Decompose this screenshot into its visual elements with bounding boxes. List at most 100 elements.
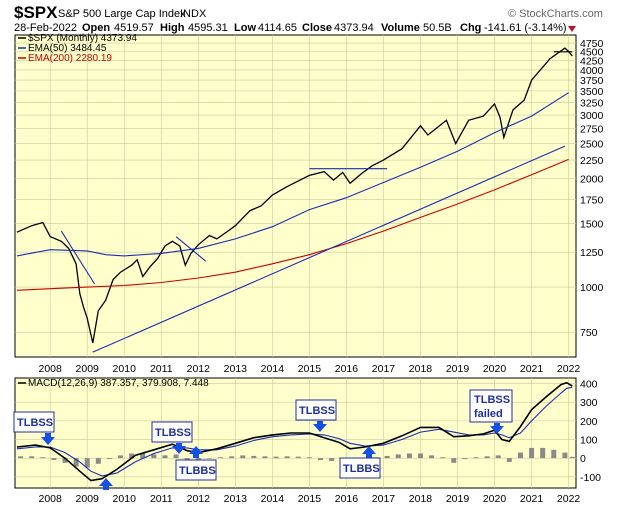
histogram-bar: [569, 456, 575, 459]
price-x-tick: 2015: [298, 363, 322, 375]
high-label: High: [160, 22, 185, 34]
histogram-bar: [562, 452, 568, 459]
arrow-down-icon: [41, 433, 55, 445]
macd-y-tick: 300: [580, 397, 598, 409]
low-label: Low: [234, 22, 256, 34]
volume-label: Volume: [381, 22, 420, 34]
svg-text:TLBSS: TLBSS: [155, 427, 191, 439]
price-x-tick: 2012: [187, 363, 211, 375]
histogram-bar: [384, 455, 390, 459]
histogram-bar: [229, 456, 235, 459]
histogram-bar: [406, 453, 412, 459]
annotation-tlbss-2015: TLBSS: [295, 399, 337, 432]
price-y-tick: 1750: [580, 194, 604, 206]
macd-x-tick: 2016: [335, 493, 359, 505]
macd-x-tick: 2018: [409, 493, 433, 505]
legend-price: $SPX (Monthly) 4373.94: [28, 33, 137, 44]
price-legend: $SPX (Monthly) 4373.94 EMA(50) 3484.45 E…: [18, 33, 137, 64]
price-x-tick: 2013: [224, 363, 248, 375]
histogram-bar: [551, 449, 557, 459]
legend-ema200: EMA(200) 2280.19: [28, 53, 112, 64]
macd-y-tick: 100: [580, 435, 598, 447]
close-label: Close: [302, 22, 332, 34]
price-x-tick: 2014: [261, 363, 285, 375]
price-y-tick: 4000: [580, 65, 604, 77]
price-y-tick: 3500: [580, 86, 604, 98]
trendline: [175, 236, 207, 262]
price-y-tick: 1000: [580, 282, 604, 294]
header-date: 28-Feb-2022: [14, 22, 77, 34]
macd-x-tick: 2021: [520, 493, 544, 505]
macd-x-tick: 2008: [38, 493, 62, 505]
annotation-tlbss-failed-2020: TLBSS failed: [469, 389, 513, 434]
price-y-tick: 2500: [580, 139, 604, 151]
series-line-ema-50-: [16, 92, 569, 257]
macd-y-tick: 0: [580, 453, 586, 465]
macd-x-tick: 2017: [372, 493, 396, 505]
histogram-bar: [506, 458, 512, 462]
chart-symbol: $SPX: [14, 3, 58, 22]
price-x-tick: 2008: [38, 363, 62, 375]
price-x-tick: 2020: [483, 363, 507, 375]
histogram-bar: [495, 455, 501, 459]
histogram-bar: [329, 458, 335, 461]
series-line-ema-200-: [16, 158, 569, 291]
histogram-bar: [429, 455, 435, 459]
histogram-bar: [240, 455, 246, 459]
chart-name: S&P 500 Large Cap Index: [58, 8, 186, 20]
macd-x-tick: 2012: [187, 493, 211, 505]
annotation-tlbbs-2016: TLBBS: [339, 446, 381, 479]
price-x-tick: 2021: [520, 363, 544, 375]
annotation-tlbss-2008: TLBSS: [13, 411, 55, 445]
axis-labels: 7501000125015001750200022502500275030003…: [38, 38, 603, 505]
histogram-bar: [84, 458, 90, 468]
histogram-bar: [306, 457, 312, 459]
svg-text:TLBBS: TLBBS: [343, 463, 380, 475]
histogram-bar: [440, 457, 446, 459]
svg-text:failed: failed: [474, 408, 503, 420]
legend-ema50: EMA(50) 3484.45: [28, 43, 107, 54]
histogram-bar: [62, 458, 68, 463]
price-y-tick: 3750: [580, 75, 604, 87]
histogram-bar: [529, 447, 535, 459]
price-y-tick: 4250: [580, 55, 604, 67]
annotation-tlbbs-2012: TLBBS: [175, 446, 217, 481]
price-x-tick: 2011: [150, 363, 173, 375]
price-y-tick: 1500: [580, 219, 604, 231]
price-x-tick: 2019: [446, 363, 470, 375]
open-value: 4519.57: [114, 22, 154, 34]
chg-value: -141.61 (-3.14%): [484, 22, 567, 34]
macd-x-tick: 2019: [446, 493, 470, 505]
histogram-bar: [29, 456, 35, 459]
macd-x-tick: 2022: [557, 493, 581, 505]
histogram-bar: [173, 454, 179, 459]
arrow-down-icon: [490, 423, 504, 434]
macd-series: [16, 381, 575, 482]
trendline: [92, 145, 566, 353]
histogram-bar: [395, 454, 401, 459]
histogram-bar: [106, 458, 112, 460]
price-grid: [15, 35, 576, 357]
chart-exchange: INDX: [180, 8, 207, 20]
arrow-up-icon: [189, 446, 203, 458]
histogram-bar: [273, 456, 279, 459]
macd-x-tick: 2015: [298, 493, 322, 505]
histogram-bar: [484, 456, 490, 459]
legend-macd: MACD(12,26,9) 387.357, 379.908, 7.448: [28, 378, 209, 389]
histogram-bar: [73, 458, 79, 467]
watermark: © StockCharts.com: [508, 8, 603, 20]
series-line--spx-monthly-: [16, 47, 573, 344]
macd-y-tick: 400: [580, 379, 598, 391]
price-y-tick: 1250: [580, 247, 604, 259]
arrow-up-icon: [99, 478, 113, 490]
down-arrow-icon: [568, 26, 576, 32]
histogram-bar: [218, 457, 224, 459]
histogram-bar: [295, 456, 301, 459]
macd-y-tick: 200: [580, 416, 598, 428]
histogram-bar: [473, 457, 479, 459]
svg-text:TLBSS: TLBSS: [474, 394, 510, 406]
price-y-tick: 750: [580, 327, 598, 339]
histogram-bar: [184, 458, 190, 461]
volume-value: 50.5B: [423, 22, 452, 34]
